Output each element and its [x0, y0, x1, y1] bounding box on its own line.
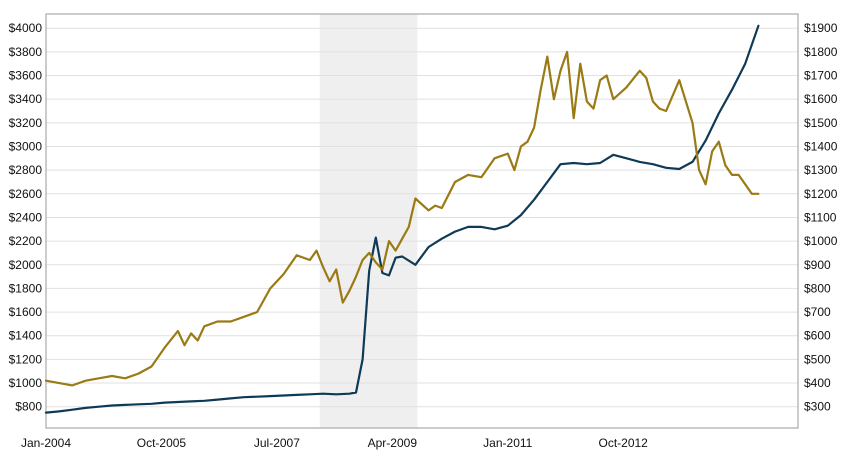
y-left-tick-label: $3000 — [9, 139, 43, 153]
y-left-tick-label: $3800 — [9, 45, 43, 59]
y-left-tick-label: $2800 — [9, 163, 43, 177]
y-left-tick-label: $800 — [15, 400, 42, 414]
y-right-tick-label: $1300 — [804, 163, 838, 177]
y-right-tick-label: $300 — [804, 400, 831, 414]
x-tick-label: Jul-2007 — [254, 436, 300, 450]
y-right-tick-label: $1600 — [804, 92, 838, 106]
y-right-tick-label: $1800 — [804, 45, 838, 59]
y-right-tick-label: $500 — [804, 352, 831, 366]
x-tick-label: Jan-2011 — [483, 436, 532, 450]
y-left-tick-label: $3400 — [9, 92, 43, 106]
y-right-tick-label: $1000 — [804, 234, 838, 248]
y-right-tick-label: $800 — [804, 281, 831, 295]
y-left-tick-label: $1400 — [9, 329, 43, 343]
y-left-tick-label: $1200 — [9, 352, 43, 366]
shaded-period — [319, 14, 418, 428]
y-right-tick-label: $1500 — [804, 116, 838, 130]
x-tick-label: Jan-2004 — [21, 436, 71, 450]
y-left-tick-label: $2400 — [9, 210, 43, 224]
y-right-tick-label: $1400 — [804, 139, 838, 153]
y-right-tick-label: $900 — [804, 258, 831, 272]
y-left-tick-label: $1800 — [9, 281, 43, 295]
y-left-tick-label: $2000 — [9, 258, 43, 272]
y-left-tick-label: $2600 — [9, 187, 43, 201]
y-right-tick-label: $1200 — [804, 187, 838, 201]
x-tick-label: Oct-2012 — [599, 436, 649, 450]
y-left-tick-label: $4000 — [9, 21, 43, 35]
y-right-tick-label: $400 — [804, 376, 831, 390]
y-right-tick-label: $600 — [804, 329, 831, 343]
y-left-tick-label: $3600 — [9, 69, 43, 83]
y-right-tick-label: $1100 — [804, 210, 837, 224]
y-right-tick-label: $1700 — [804, 69, 838, 83]
x-tick-label: Apr-2009 — [368, 436, 418, 450]
y-right-tick-label: $1900 — [804, 21, 838, 35]
plot-frame — [45, 13, 799, 429]
x-tick-label: Oct-2005 — [137, 436, 187, 450]
y-left-tick-label: $1000 — [9, 376, 43, 390]
y-left-tick-label: $3200 — [9, 116, 43, 130]
series-line-right-axis — [44, 50, 760, 387]
series-line-left-axis — [44, 24, 760, 414]
y-left-tick-label: $1600 — [9, 305, 43, 319]
y-right-tick-label: $700 — [804, 305, 831, 319]
y-left-tick-label: $2200 — [9, 234, 43, 248]
